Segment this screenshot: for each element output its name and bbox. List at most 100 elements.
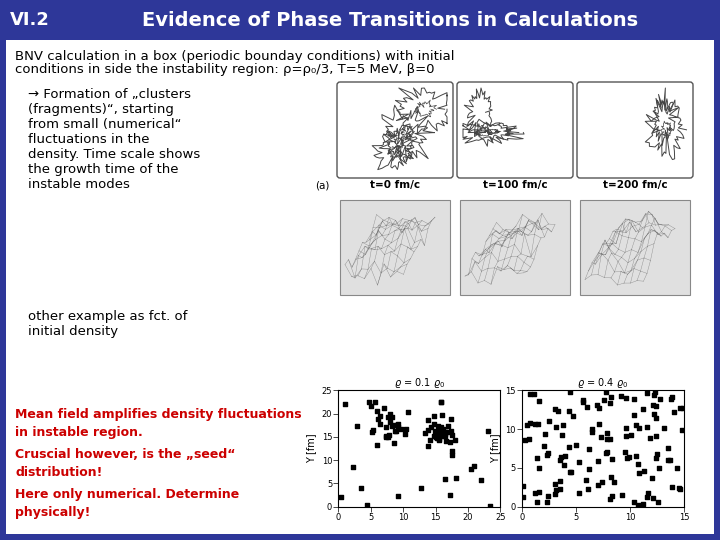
- Point: [543, 492, 554, 501]
- Point: [533, 488, 544, 496]
- Point: [437, 425, 449, 434]
- Bar: [0, 40, 6, 534]
- Point: [433, 422, 444, 430]
- Point: [564, 387, 576, 396]
- Point: [517, 492, 528, 501]
- Point: [604, 399, 616, 407]
- Point: [390, 427, 401, 436]
- Point: [642, 489, 654, 497]
- Text: Here only numerical. Determine
physically!: Here only numerical. Determine physicall…: [15, 488, 239, 519]
- Point: [369, 398, 381, 407]
- Point: [402, 408, 414, 417]
- Point: [634, 468, 645, 477]
- Point: [382, 433, 394, 442]
- Point: [366, 428, 377, 436]
- Point: [601, 429, 613, 437]
- Text: (a): (a): [315, 180, 330, 190]
- Title: $\varrho$ = 0.4 $\varrho_0$: $\varrho$ = 0.4 $\varrho_0$: [577, 376, 629, 390]
- Text: (fragments)“, starting: (fragments)“, starting: [28, 103, 174, 116]
- Point: [559, 451, 570, 460]
- Point: [619, 448, 631, 457]
- Point: [600, 449, 611, 457]
- Point: [620, 424, 631, 433]
- Point: [647, 400, 659, 409]
- Point: [654, 394, 666, 403]
- Point: [633, 423, 644, 432]
- Point: [390, 427, 401, 436]
- Point: [435, 423, 446, 431]
- Point: [380, 422, 392, 431]
- Point: [468, 462, 480, 470]
- Point: [392, 491, 404, 500]
- Y-axis label: Y [fm]: Y [fm]: [490, 434, 500, 463]
- Point: [374, 411, 386, 420]
- Point: [652, 450, 663, 458]
- Point: [587, 427, 598, 436]
- Point: [646, 474, 657, 483]
- Point: [437, 432, 449, 441]
- Point: [580, 475, 592, 484]
- Point: [449, 436, 461, 444]
- Point: [621, 394, 632, 402]
- Point: [616, 490, 627, 499]
- Point: [442, 422, 454, 430]
- Text: instable modes: instable modes: [28, 178, 130, 191]
- Point: [675, 404, 686, 413]
- Point: [630, 420, 642, 429]
- Point: [596, 478, 608, 487]
- Point: [595, 433, 607, 441]
- Point: [549, 490, 560, 499]
- Point: [574, 457, 585, 466]
- Point: [444, 438, 456, 447]
- Point: [593, 404, 605, 413]
- Point: [428, 432, 440, 441]
- Point: [616, 392, 627, 400]
- Point: [658, 423, 670, 432]
- Point: [439, 428, 451, 436]
- Point: [539, 429, 551, 438]
- Point: [425, 436, 436, 445]
- Point: [557, 431, 568, 440]
- Point: [368, 426, 379, 434]
- Point: [674, 484, 685, 493]
- Point: [650, 454, 662, 462]
- Point: [598, 396, 610, 404]
- Point: [436, 426, 447, 435]
- Point: [644, 434, 656, 442]
- Point: [482, 427, 494, 435]
- Point: [650, 414, 662, 422]
- Point: [519, 436, 531, 445]
- Point: [474, 476, 486, 485]
- Point: [629, 394, 640, 403]
- Point: [677, 426, 688, 435]
- Text: conditions in side the instability region: ρ=ρ₀/3, T=5 MeV, β=0: conditions in side the instability regio…: [15, 63, 434, 76]
- Point: [574, 488, 585, 497]
- Point: [554, 484, 566, 493]
- Point: [384, 418, 396, 427]
- Point: [426, 422, 437, 431]
- Point: [582, 484, 594, 493]
- Point: [601, 448, 613, 456]
- Point: [606, 454, 618, 463]
- Point: [605, 435, 616, 443]
- Point: [608, 477, 619, 486]
- Bar: [340, 200, 450, 295]
- FancyBboxPatch shape: [457, 82, 573, 178]
- Point: [649, 390, 660, 399]
- Point: [439, 430, 451, 438]
- Bar: [0, 534, 720, 540]
- Point: [549, 480, 561, 489]
- Text: the growth time of the: the growth time of the: [28, 163, 179, 176]
- Point: [638, 467, 649, 475]
- Point: [564, 443, 575, 451]
- Point: [392, 420, 404, 428]
- Point: [577, 395, 589, 404]
- Point: [436, 411, 448, 420]
- Point: [433, 436, 444, 444]
- Point: [451, 474, 462, 483]
- Title: $\varrho$ = 0.1 $\varrho_0$: $\varrho$ = 0.1 $\varrho_0$: [394, 376, 445, 390]
- Point: [373, 414, 384, 423]
- Point: [604, 495, 616, 503]
- Point: [423, 416, 434, 424]
- Point: [625, 430, 636, 439]
